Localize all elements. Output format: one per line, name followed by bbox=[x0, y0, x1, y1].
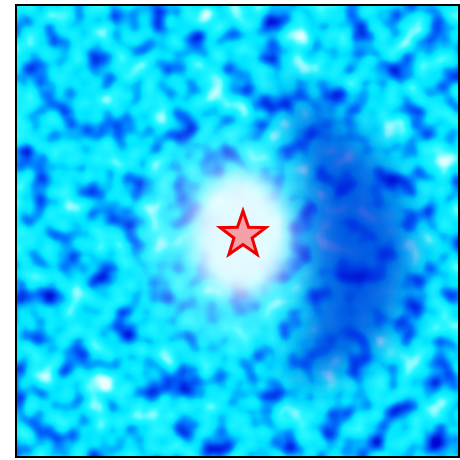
image-figure bbox=[0, 0, 460, 460]
halo bbox=[145, 140, 305, 340]
page bbox=[0, 0, 460, 460]
